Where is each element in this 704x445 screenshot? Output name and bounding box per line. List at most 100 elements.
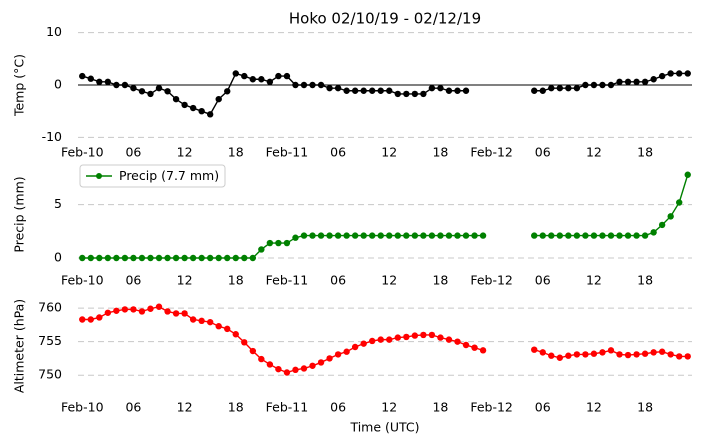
data-point	[479, 347, 487, 354]
data-point	[445, 336, 453, 343]
y-axis-label: Temp (°C)	[12, 54, 27, 117]
data-point	[479, 232, 487, 239]
chart-title: Hoko 02/10/19 - 02/12/19	[289, 10, 481, 28]
x-tick-label: 18	[228, 145, 244, 160]
data-point	[462, 232, 470, 239]
data-point	[565, 84, 572, 92]
data-point	[224, 88, 231, 95]
data-point	[215, 323, 222, 330]
data-point	[599, 349, 606, 356]
x-tick-label: Feb-11	[266, 273, 309, 288]
data-point	[454, 232, 461, 239]
x-tick-label: Feb-10	[61, 273, 104, 288]
x-tick-label: 06	[330, 400, 346, 415]
data-point	[684, 70, 691, 77]
data-point	[360, 340, 367, 347]
data-point	[437, 84, 444, 92]
data-point	[539, 349, 546, 356]
data-point	[531, 87, 538, 94]
data-point	[113, 307, 120, 314]
y-tick-label: -10	[42, 129, 62, 144]
data-point	[590, 81, 598, 89]
data-point	[172, 95, 180, 103]
data-point	[172, 254, 180, 262]
data-point	[292, 81, 299, 89]
data-point	[573, 232, 581, 239]
data-point	[565, 352, 572, 359]
data-point	[386, 232, 393, 239]
data-point	[309, 232, 316, 239]
data-point	[616, 232, 623, 239]
x-tick-label: 12	[177, 273, 193, 288]
data-point	[138, 308, 146, 315]
data-point	[667, 70, 674, 77]
data-point	[641, 350, 649, 357]
data-point	[582, 81, 589, 89]
data-point	[198, 317, 205, 325]
data-point	[351, 232, 359, 239]
data-point	[650, 76, 657, 83]
data-point	[266, 239, 274, 247]
data-point	[292, 366, 299, 374]
data-point	[428, 232, 436, 239]
data-point	[624, 78, 632, 86]
x-tick-label: 18	[432, 145, 448, 160]
data-point	[454, 87, 461, 94]
data-point	[224, 325, 231, 333]
data-point	[633, 78, 640, 86]
data-point	[343, 87, 350, 94]
data-point	[113, 254, 120, 262]
data-point	[394, 90, 401, 98]
data-point	[104, 254, 112, 262]
x-tick-label: 12	[586, 145, 602, 160]
x-tick-label: 06	[330, 145, 346, 160]
data-point	[206, 318, 214, 326]
x-tick-label: 12	[177, 145, 193, 160]
data-point	[548, 352, 555, 359]
x-tick-label: Feb-12	[470, 273, 513, 288]
x-tick-label: 12	[381, 145, 397, 160]
data-point	[326, 355, 333, 362]
data-point	[224, 254, 231, 262]
legend-label: Precip (7.7 mm)	[119, 168, 219, 183]
data-point	[351, 343, 359, 351]
data-point	[87, 254, 94, 262]
data-point	[147, 90, 154, 98]
data-point	[241, 72, 248, 80]
data-point	[79, 72, 86, 80]
data-point	[138, 88, 146, 95]
x-tick-label: 18	[637, 145, 653, 160]
data-point	[471, 344, 478, 351]
data-point	[189, 254, 197, 262]
data-point	[258, 76, 265, 83]
data-point	[411, 332, 419, 339]
data-point	[360, 232, 367, 239]
data-point	[130, 306, 137, 313]
data-point	[369, 87, 376, 94]
y-axis-label: Precip (mm)	[12, 176, 27, 252]
data-point	[334, 232, 342, 239]
x-tick-label: 06	[125, 273, 141, 288]
data-point	[164, 254, 171, 262]
data-point	[351, 87, 359, 94]
data-point	[104, 78, 112, 86]
data-point	[437, 334, 444, 341]
data-point	[403, 232, 410, 239]
data-point	[181, 310, 188, 317]
x-tick-label: 06	[125, 145, 141, 160]
data-point	[317, 81, 325, 89]
data-point	[428, 84, 436, 92]
data-point	[616, 351, 623, 358]
data-point	[266, 78, 274, 86]
data-point	[411, 90, 419, 98]
data-point	[658, 72, 666, 80]
y-tick-label: 760	[38, 300, 62, 315]
data-point	[317, 359, 325, 366]
data-point	[232, 331, 239, 338]
x-tick-label: 12	[177, 400, 193, 415]
data-point	[684, 171, 691, 178]
data-point	[573, 351, 581, 358]
x-axis-label: Time (UTC)	[349, 420, 419, 435]
data-point	[377, 232, 384, 239]
data-point	[300, 365, 308, 372]
